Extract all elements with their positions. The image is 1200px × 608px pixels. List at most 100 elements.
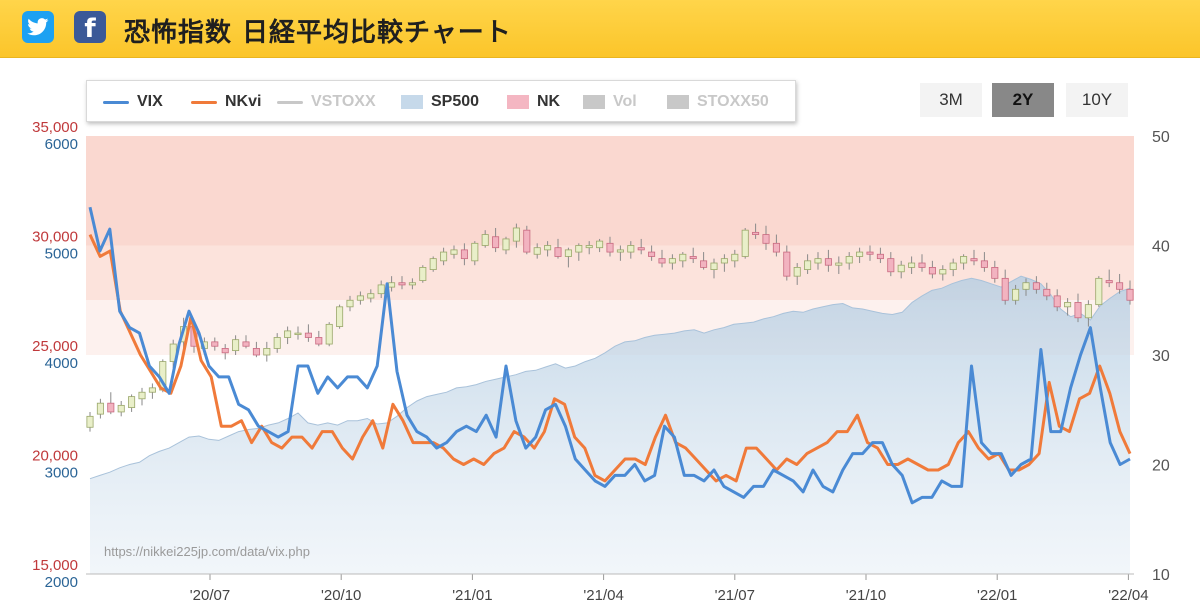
nk-candle	[596, 240, 604, 249]
nk-candle	[107, 402, 115, 413]
sp500-axis-tick-label: 3000	[45, 465, 78, 482]
nk-axis-tick-label: 30,000	[32, 229, 78, 246]
nk-candle	[523, 229, 531, 253]
vix-axis-tick-label: 30	[1152, 348, 1170, 365]
nk-candle	[908, 262, 916, 268]
nk-candle	[783, 251, 791, 277]
legend-item-nk[interactable]: NK	[507, 92, 560, 112]
vix-axis-tick-label: 20	[1152, 458, 1170, 475]
sp500-axis-tick-label: 4000	[45, 355, 78, 372]
vix-axis-tick-label: 10	[1152, 567, 1170, 584]
nk-candle	[481, 234, 489, 246]
nk-axis-tick-label: 20,000	[32, 448, 78, 465]
legend-item-vstoxx[interactable]: VSTOXX	[277, 92, 376, 112]
nk-candle	[273, 337, 281, 349]
nk-candle	[564, 249, 572, 257]
nk-candle	[336, 306, 344, 327]
nk-axis-tick-label: 15,000	[32, 557, 78, 574]
nk-candle	[762, 234, 770, 244]
nk-candle	[637, 247, 645, 251]
nk-candle	[949, 262, 957, 270]
nk-candle	[772, 242, 780, 253]
nk-candle	[866, 251, 874, 255]
facebook-f-icon[interactable]: f	[74, 11, 106, 44]
legend-symbol	[401, 95, 423, 109]
nk-candle	[86, 415, 94, 428]
x-tick-label: '20/07	[190, 587, 230, 604]
nk-candle	[315, 337, 323, 345]
legend-item-sp500[interactable]: SP500	[401, 92, 479, 112]
nk-candle	[835, 262, 843, 266]
nk-candle	[429, 258, 437, 270]
twitter-bird-icon[interactable]	[22, 11, 54, 43]
nk-candle	[252, 348, 260, 356]
nk-candle	[606, 242, 614, 253]
legend-label: NK	[537, 93, 561, 110]
nk-candle	[440, 251, 448, 262]
nk-candle	[887, 258, 895, 273]
nk-candle	[1105, 280, 1113, 284]
range-button-3m[interactable]: 3M	[920, 83, 982, 117]
x-tick-label: '22/04	[1108, 587, 1148, 604]
nk-candle	[512, 227, 520, 242]
legend-item-stoxx50[interactable]: STOXX50	[667, 92, 769, 112]
page-title: 恐怖指数 日経平均比較チャート	[124, 18, 512, 48]
nk-candle	[876, 253, 884, 260]
x-tick-label: '21/04	[583, 587, 623, 604]
nk-candle	[128, 396, 136, 408]
nk-candle	[616, 249, 624, 253]
range-button-2y[interactable]: 2Y	[992, 83, 1054, 117]
nk-candle	[294, 332, 302, 336]
x-tick-label: '22/01	[977, 587, 1017, 604]
nk-candle	[221, 348, 229, 354]
legend-item-nkvi[interactable]: NKvi	[191, 92, 261, 112]
nk-candle	[741, 229, 749, 257]
nk-candle	[544, 245, 552, 251]
risk-zone-0	[86, 136, 1134, 246]
legend-symbol	[507, 95, 529, 109]
nk-candle	[1032, 282, 1040, 290]
nk-candle	[991, 266, 999, 279]
nk-axis-tick-label: 25,000	[32, 338, 78, 355]
nk-candle	[377, 284, 385, 295]
sp500-axis-tick-label: 5000	[45, 246, 78, 263]
nk-candle	[388, 282, 396, 288]
legend-symbol	[277, 100, 303, 104]
nk-candle	[450, 249, 458, 255]
nk-candle	[284, 330, 292, 338]
legend-symbol	[191, 100, 217, 104]
legend-symbol	[583, 95, 605, 109]
nk-candle	[138, 391, 146, 400]
nk-candle	[845, 256, 853, 264]
facebook-f-glyph: f	[84, 14, 96, 44]
nk-candle	[211, 341, 219, 347]
nk-candle	[980, 260, 988, 268]
nk-candle	[117, 404, 125, 413]
nk-axis-tick-label: 35,000	[32, 119, 78, 136]
nk-candle	[242, 341, 250, 347]
nk-candle	[148, 387, 156, 393]
nk-candle	[96, 402, 104, 415]
nk-candle	[1001, 277, 1009, 301]
nk-candle	[398, 282, 406, 286]
nk-candle	[460, 249, 468, 260]
nk-candle	[325, 323, 333, 345]
range-button-10y[interactable]: 10Y	[1066, 83, 1128, 117]
legend-label: STOXX50	[697, 93, 769, 110]
nk-candle	[1126, 288, 1134, 301]
vix-line	[88, 206, 1131, 505]
nk-candle	[824, 258, 832, 266]
nk-candle	[533, 247, 541, 255]
legend-item-vix[interactable]: VIX	[103, 92, 163, 112]
nk-candle	[804, 260, 812, 270]
legend-label: VSTOXX	[311, 93, 376, 110]
nk-candle	[720, 258, 728, 264]
nk-candle	[928, 266, 936, 275]
nk-candle	[1012, 288, 1020, 301]
header-bar: f 恐怖指数 日経平均比較チャート	[0, 0, 1200, 58]
nk-candle	[1074, 302, 1082, 319]
legend-item-vol[interactable]: Vol	[583, 92, 637, 112]
nk-candle	[627, 245, 635, 253]
nk-candle	[700, 260, 708, 268]
